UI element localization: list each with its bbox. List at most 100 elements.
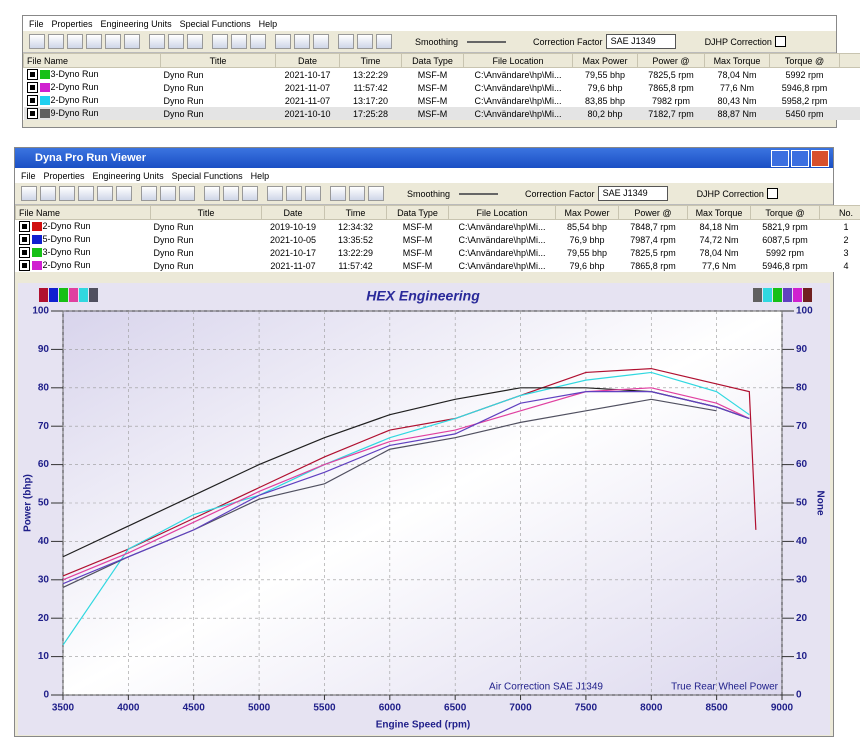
table-row[interactable]: 9-Dyno Run Dyno Run 2021-10-10 17:25:28 MSF-… <box>23 107 860 120</box>
row-checkbox[interactable] <box>26 108 38 120</box>
toolbar-button[interactable] <box>78 186 94 201</box>
toolbar-button[interactable] <box>40 186 56 201</box>
toolbar-button[interactable] <box>179 186 195 201</box>
toolbar-button[interactable] <box>168 34 184 49</box>
row-checkbox[interactable] <box>18 221 30 233</box>
column-header[interactable]: Max Torque <box>687 205 751 220</box>
row-checkbox[interactable] <box>18 260 30 272</box>
toolbar-button[interactable] <box>97 186 113 201</box>
menu-item[interactable]: Special Functions <box>171 170 243 181</box>
toolbar-button[interactable] <box>338 34 354 49</box>
table-row[interactable]: 2-Dyno Run Dyno Run 2021-11-07 11:57:42 MSF-… <box>24 81 860 94</box>
column-header[interactable]: Title <box>150 205 262 220</box>
toolbar-button[interactable] <box>124 34 140 49</box>
menu-item[interactable]: Help <box>250 170 270 181</box>
column-header[interactable]: Time <box>339 53 402 68</box>
cell-text: 13:22:29 <box>337 247 374 258</box>
toolbar-button[interactable] <box>141 186 157 201</box>
toolbar-button[interactable] <box>86 34 102 49</box>
toolbar-button[interactable] <box>275 34 291 49</box>
table-row[interactable]: 5-Dyno Run Dyno Run 2021-10-05 13:35:52 MSF-… <box>16 233 860 246</box>
toolbar-button[interactable] <box>357 34 373 49</box>
table: File Name Title Date Time Data Type File Loca… <box>23 53 860 120</box>
correction-select[interactable]: SAE J1349 <box>597 186 668 201</box>
column-header[interactable]: Time <box>324 205 387 220</box>
column-header[interactable]: Max Power <box>555 205 619 220</box>
toolbar-button[interactable] <box>223 186 239 201</box>
toolbar-button[interactable] <box>250 34 266 49</box>
toolbar-button[interactable] <box>286 186 302 201</box>
menu-item[interactable]: Engineering Units <box>92 170 164 181</box>
table-row[interactable]: 2-Dyno Run Dyno Run 2019-10-19 12:34:32 MSF-… <box>16 220 860 234</box>
column-header[interactable]: File Name <box>23 53 161 68</box>
header-row: File Name Title Date Time Data Type File Loca… <box>15 205 860 220</box>
table-cell: 79,55 bhp <box>556 246 619 259</box>
menu-item[interactable]: Properties <box>43 170 85 181</box>
toolbar-button[interactable] <box>21 186 37 201</box>
maximize-button[interactable] <box>791 150 809 167</box>
column-header[interactable]: File Name <box>15 205 151 220</box>
menu-item[interactable]: Properties <box>51 18 93 29</box>
column-header[interactable]: Data Type <box>401 53 464 68</box>
djhp-checkbox[interactable] <box>774 36 786 47</box>
column-header[interactable]: Power @ <box>618 205 688 220</box>
close-button[interactable] <box>811 150 829 167</box>
toolbar-button[interactable] <box>116 186 132 201</box>
column-header[interactable]: No. <box>839 53 860 68</box>
minimize-button[interactable] <box>771 150 789 167</box>
toolbar-button[interactable] <box>29 34 45 49</box>
table-row[interactable]: 3-Dyno Run Dyno Run 2021-10-17 13:22:29 MSF-… <box>24 68 860 82</box>
toolbar-button[interactable] <box>368 186 384 201</box>
column-header[interactable]: Date <box>261 205 325 220</box>
table-row[interactable]: 2-Dyno Run Dyno Run 2021-11-07 11:57:42 MSF-… <box>16 259 860 272</box>
menu-item[interactable]: Help <box>258 18 278 29</box>
row-checkbox[interactable] <box>26 95 38 107</box>
row-checkbox[interactable] <box>26 82 38 94</box>
column-header[interactable]: Torque @ <box>769 53 840 68</box>
toolbar-button[interactable] <box>305 186 321 201</box>
smoothing-slider[interactable] <box>459 192 499 195</box>
menu-item[interactable]: Special Functions <box>179 18 251 29</box>
toolbar-button[interactable] <box>149 34 165 49</box>
column-header[interactable]: Power @ <box>637 53 705 68</box>
toolbar-button[interactable] <box>48 34 64 49</box>
toolbar-button[interactable] <box>376 34 392 49</box>
toolbar-button[interactable] <box>160 186 176 201</box>
toolbar-button[interactable] <box>330 186 346 201</box>
menu-item[interactable]: File <box>21 170 36 181</box>
column-header[interactable]: File Location <box>448 205 556 220</box>
column-header[interactable]: Torque @ <box>750 205 820 220</box>
x-tick-label: 7000 <box>509 703 532 714</box>
row-checkbox[interactable] <box>18 247 30 259</box>
toolbar-button[interactable] <box>59 186 75 201</box>
toolbar-button[interactable] <box>294 34 310 49</box>
table-cell: Dyno Run <box>151 220 262 234</box>
table-row[interactable]: 2-Dyno Run Dyno Run 2021-11-07 13:17:20 MSF-… <box>24 94 860 107</box>
menu-item[interactable]: Engineering Units <box>100 18 172 29</box>
toolbar-button[interactable] <box>313 34 329 49</box>
toolbar-button[interactable] <box>105 34 121 49</box>
djhp-checkbox[interactable] <box>766 188 778 199</box>
column-header[interactable]: Date <box>275 53 340 68</box>
toolbar-button[interactable] <box>204 186 220 201</box>
toolbar-button[interactable] <box>267 186 283 201</box>
column-header[interactable]: Max Power <box>572 53 638 68</box>
toolbar-button[interactable] <box>187 34 203 49</box>
column-header[interactable]: Max Torque <box>704 53 770 68</box>
column-header[interactable]: Title <box>160 53 276 68</box>
row-checkbox[interactable] <box>18 234 30 246</box>
table-row[interactable]: 3-Dyno Run Dyno Run 2021-10-17 13:22:29 MSF-… <box>16 246 860 259</box>
toolbar-button[interactable] <box>242 186 258 201</box>
toolbar-button[interactable] <box>349 186 365 201</box>
toolbar-button[interactable] <box>231 34 247 49</box>
table-cell: 2 <box>820 233 860 246</box>
toolbar-button[interactable] <box>212 34 228 49</box>
column-header[interactable]: No. <box>819 205 860 220</box>
column-header[interactable]: File Location <box>463 53 573 68</box>
menu-item[interactable]: File <box>29 18 44 29</box>
correction-select[interactable]: SAE J1349 <box>605 34 676 49</box>
smoothing-slider[interactable] <box>467 40 507 43</box>
column-header[interactable]: Data Type <box>386 205 449 220</box>
toolbar-button[interactable] <box>67 34 83 49</box>
row-checkbox[interactable] <box>26 69 38 81</box>
